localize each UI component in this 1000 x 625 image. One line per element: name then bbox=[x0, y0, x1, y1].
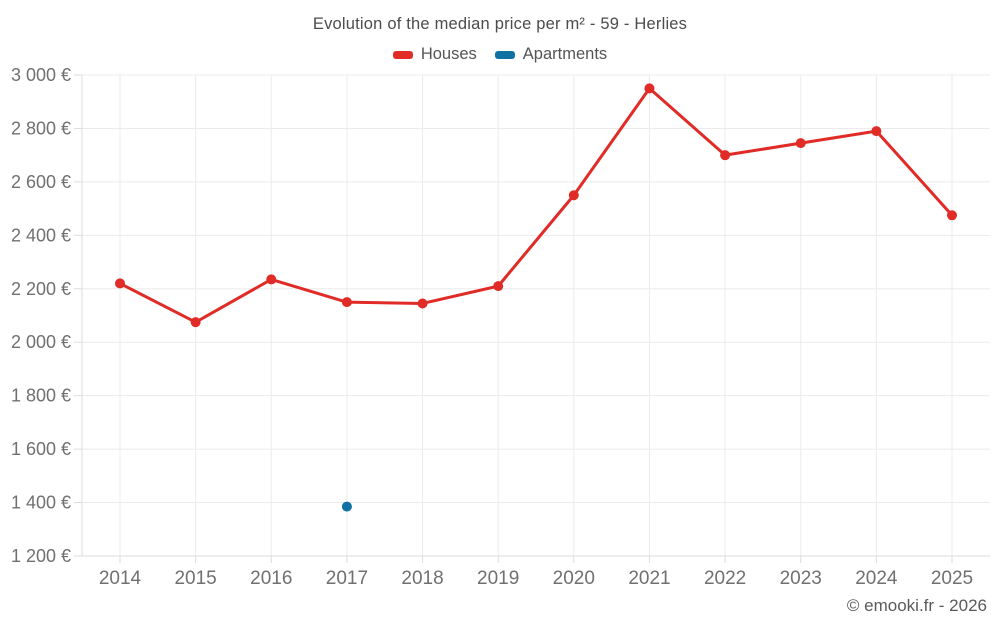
x-axis-label: 2025 bbox=[931, 568, 973, 589]
legend-item-houses[interactable]: Houses bbox=[392, 45, 477, 64]
data-point-houses-2020[interactable] bbox=[568, 190, 579, 201]
data-point-houses-2019[interactable] bbox=[493, 281, 504, 292]
legend-label: Apartments bbox=[522, 45, 608, 63]
data-point-houses-2017[interactable] bbox=[341, 297, 352, 308]
y-axis-label: 2 200 € bbox=[11, 279, 71, 299]
legend-item-apartments[interactable]: Apartments bbox=[494, 45, 608, 64]
legend-label: Houses bbox=[420, 45, 477, 63]
y-axis-label: 1 800 € bbox=[11, 386, 71, 406]
data-point-houses-2021[interactable] bbox=[644, 83, 655, 94]
y-axis-label: 2 000 € bbox=[11, 332, 71, 352]
data-point-houses-2014[interactable] bbox=[115, 278, 125, 289]
y-axis-label: 1 400 € bbox=[11, 493, 71, 513]
x-axis-label: 2023 bbox=[780, 568, 822, 589]
data-point-houses-2023[interactable] bbox=[795, 138, 806, 149]
copyright-note: © emooki.fr - 2026 bbox=[846, 596, 987, 615]
y-axis-label: 3 000 € bbox=[11, 65, 71, 85]
x-axis-label: 2020 bbox=[553, 568, 595, 589]
x-axis-label: 2018 bbox=[401, 568, 443, 589]
legend-swatch-houses bbox=[392, 50, 413, 59]
y-axis-label: 2 600 € bbox=[11, 172, 71, 192]
x-axis-label: 2017 bbox=[326, 568, 368, 589]
x-axis-label: 2014 bbox=[99, 568, 142, 589]
data-point-houses-2018[interactable] bbox=[417, 298, 428, 309]
x-axis-label: 2022 bbox=[704, 568, 746, 589]
y-axis-label: 2 800 € bbox=[11, 118, 71, 138]
x-axis-label: 2019 bbox=[477, 568, 519, 589]
x-axis-label: 2021 bbox=[628, 568, 670, 589]
series-line-houses bbox=[119, 86, 954, 324]
data-point-houses-2025[interactable] bbox=[947, 210, 957, 221]
x-axis-label: 2016 bbox=[250, 568, 292, 589]
legend-swatch-apartments bbox=[494, 50, 515, 59]
chart-title: Evolution of the median price per m² - 5… bbox=[312, 15, 688, 33]
data-point-houses-2024[interactable] bbox=[871, 126, 882, 137]
data-point-houses-2022[interactable] bbox=[720, 150, 731, 161]
x-axis-label: 2024 bbox=[855, 568, 898, 589]
x-axis-label: 2015 bbox=[174, 568, 216, 589]
data-point-apartments-2017[interactable] bbox=[341, 501, 352, 512]
y-axis-label: 1 600 € bbox=[11, 439, 71, 459]
y-axis-label: 1 200 € bbox=[11, 546, 71, 566]
data-point-houses-2015[interactable] bbox=[190, 317, 201, 328]
chart-legend: Houses Apartments bbox=[0, 45, 1000, 64]
y-axis-label: 2 400 € bbox=[11, 225, 71, 245]
data-point-houses-2016[interactable] bbox=[266, 274, 277, 285]
